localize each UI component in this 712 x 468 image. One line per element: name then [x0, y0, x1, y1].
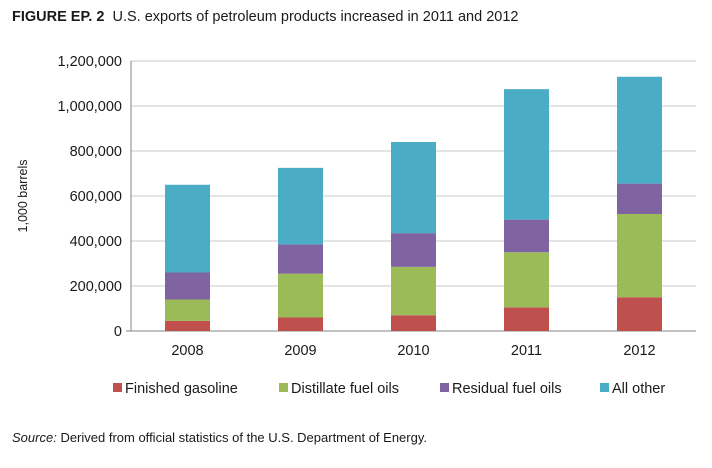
y-axis-label: 1,000 barrels [16, 160, 30, 233]
bar-segment-residual-fuel-oils [391, 233, 436, 267]
legend-swatch [600, 383, 609, 392]
figure-title-text: U.S. exports of petroleum products incre… [112, 9, 519, 25]
legend-item-label: Residual fuel oils [452, 381, 562, 397]
y-tick-label: 800,000 [70, 144, 122, 160]
bar-segment-all-other [617, 76, 662, 184]
bar-segment-all-other [504, 89, 549, 220]
source-text: Derived from official statistics of the … [60, 430, 427, 445]
y-tick-label: 200,000 [70, 279, 122, 295]
legend-item-label: All other [612, 381, 665, 397]
legend-item-label: Finished gasoline [125, 381, 238, 397]
figure-label: FIGURE EP. 2 [12, 9, 105, 25]
bar-segment-residual-fuel-oils [504, 219, 549, 253]
x-tick-label: 2008 [171, 343, 203, 359]
stacked-bar-chart: 0 200,000 400,000 600,000 800,000 1,000,000 1,… [16, 54, 696, 397]
legend-swatch [279, 383, 288, 392]
y-tick-label: 1,200,000 [57, 54, 122, 70]
source-note: Source: Derived from official statistics… [12, 430, 427, 445]
bar-segment-finished-gasoline [504, 307, 549, 331]
bar-segment-all-other [391, 142, 436, 234]
bar-segment-all-other [165, 184, 210, 273]
y-tick-label: 0 [114, 324, 122, 340]
x-tick-label: 2012 [623, 343, 655, 359]
y-tick-label: 600,000 [70, 189, 122, 205]
x-tick-label: 2011 [511, 343, 542, 359]
legend-swatch [113, 383, 122, 392]
bar-segment-finished-gasoline [391, 315, 436, 331]
bar-segment-distillate-fuel-oils [617, 214, 662, 298]
bar-segment-all-other [278, 167, 323, 245]
bar-segment-residual-fuel-oils [165, 272, 210, 300]
bar-segment-finished-gasoline [165, 320, 210, 331]
bar-segment-distillate-fuel-oils [391, 266, 436, 316]
bar-segment-distillate-fuel-oils [165, 299, 210, 321]
bar-segment-finished-gasoline [617, 297, 662, 331]
y-tick-label: 1,000,000 [57, 99, 122, 115]
x-tick-label: 2010 [397, 343, 429, 359]
source-label: Source: [12, 430, 57, 445]
bar-segment-finished-gasoline [278, 317, 323, 331]
legend-item-label: Distillate fuel oils [291, 381, 399, 397]
x-tick-label: 2009 [284, 343, 316, 359]
bar-segment-distillate-fuel-oils [278, 273, 323, 318]
bar-segment-residual-fuel-oils [278, 244, 323, 274]
legend-swatch [440, 383, 449, 392]
y-tick-label: 400,000 [70, 234, 122, 250]
bar-segment-residual-fuel-oils [617, 183, 662, 214]
bar-segment-distillate-fuel-oils [504, 252, 549, 308]
chart-title: FIGURE EP. 2 U.S. exports of petroleum p… [12, 9, 518, 25]
